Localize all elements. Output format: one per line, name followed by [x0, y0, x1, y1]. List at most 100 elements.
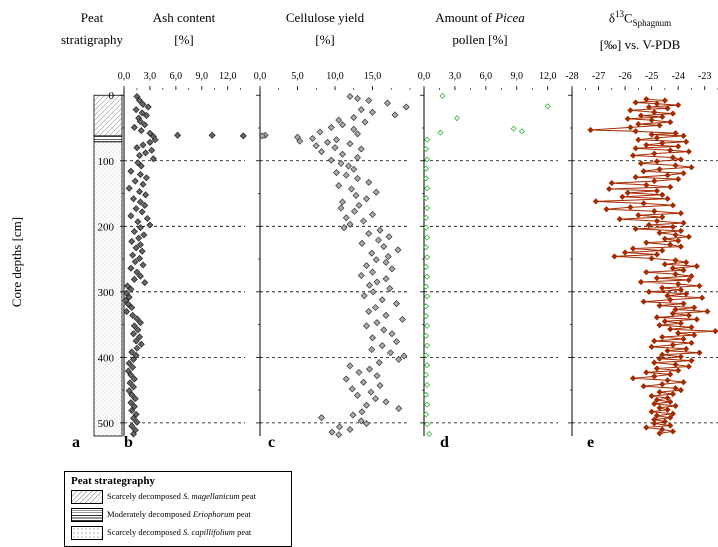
data-point: [355, 201, 363, 209]
x-tick-label: 9,0: [511, 71, 524, 82]
data-point: [146, 138, 154, 146]
data-point: [357, 145, 365, 153]
legend-item-1-post: peat: [234, 509, 251, 519]
data-point: [360, 378, 367, 386]
data-point: [648, 392, 655, 400]
data-point: [378, 342, 386, 350]
data-point: [324, 138, 331, 146]
data-point: [653, 100, 661, 107]
data-point: [424, 381, 431, 388]
legend-item-0-em: S. magellanicum: [183, 491, 240, 501]
data-point: [680, 132, 687, 139]
data-point: [132, 337, 140, 345]
data-point: [366, 281, 373, 289]
data-point: [363, 262, 370, 270]
data-point: [423, 352, 430, 359]
data-point: [391, 111, 399, 119]
data-point: [258, 132, 266, 140]
header-ash-line1: Ash content: [152, 10, 216, 25]
data-point: [318, 148, 325, 156]
data-point: [518, 128, 525, 135]
data-point: [651, 177, 658, 185]
data-point: [136, 333, 144, 341]
data-point: [675, 237, 682, 244]
data-point: [587, 126, 594, 134]
header-ash-line2: [%]: [174, 32, 194, 47]
data-point: [335, 182, 343, 190]
data-point: [423, 195, 430, 202]
data-point: [354, 391, 361, 399]
data-point: [677, 286, 684, 293]
y-tick-label: 500: [98, 418, 115, 430]
data-point: [312, 142, 320, 150]
data-point: [138, 247, 146, 255]
data-point: [128, 237, 136, 245]
data-point: [363, 322, 370, 330]
data-point: [677, 156, 684, 163]
data-point: [635, 120, 642, 128]
data-point: [357, 417, 365, 425]
data-point: [648, 255, 655, 262]
data-point: [366, 365, 373, 373]
header-picea: Amount of Picea pollen [%]: [410, 10, 550, 48]
data-point: [672, 361, 679, 368]
data-point: [208, 131, 216, 139]
data-point: [148, 146, 156, 154]
data-point: [648, 117, 655, 124]
data-point: [132, 244, 140, 252]
data-point: [643, 369, 650, 376]
data-point: [653, 396, 661, 404]
panel-isotope: -28 -27 -26 -25 -24 -23: [565, 71, 718, 437]
data-point: [685, 312, 692, 319]
data-point: [342, 171, 350, 179]
data-point: [627, 204, 634, 211]
data-point: [144, 103, 152, 111]
data-point: [327, 123, 335, 131]
data-point: [669, 410, 676, 417]
data-point: [131, 177, 139, 185]
data-point: [651, 150, 658, 157]
data-point: [239, 132, 247, 140]
data-point: [680, 335, 687, 343]
data-point: [137, 127, 145, 135]
data-point: [129, 363, 137, 371]
data-point: [350, 125, 358, 133]
data-point: [669, 265, 676, 272]
data-point: [363, 195, 370, 203]
data-point: [134, 159, 142, 167]
legend-item-0-post: peat: [239, 491, 256, 501]
data-point: [669, 154, 676, 161]
data-point: [632, 145, 639, 152]
data-point: [619, 193, 626, 200]
data-point: [651, 208, 658, 215]
x-tick-label: -26: [618, 71, 631, 82]
data-point: [424, 401, 431, 408]
data-point: [624, 189, 631, 196]
data-point: [388, 330, 396, 338]
data-point: [688, 324, 695, 331]
data-point: [675, 367, 682, 374]
data-point: [385, 233, 393, 241]
data-point: [656, 122, 663, 129]
data-point: [151, 136, 159, 144]
panel-ash-content: 0,0 3,0 6,0 9,0 12,0 0 100 200 300 400 500: [98, 71, 247, 438]
data-point: [131, 395, 139, 403]
data-point: [624, 115, 631, 122]
data-point: [393, 338, 400, 346]
data-point: [656, 166, 663, 173]
data-point: [400, 352, 408, 360]
data-point: [635, 136, 642, 143]
data-point: [331, 144, 339, 152]
data-point: [378, 296, 386, 304]
data-point: [369, 334, 376, 342]
data-point: [653, 314, 661, 321]
data-point: [346, 425, 354, 433]
data-point: [136, 117, 144, 125]
data-point: [672, 271, 679, 278]
data-point: [382, 258, 390, 266]
legend-box: Peat strategraphy Scarcely decomposed S.…: [64, 471, 292, 547]
data-point: [139, 141, 147, 149]
data-point: [656, 229, 663, 236]
data-point: [136, 224, 144, 232]
data-point: [142, 149, 150, 157]
